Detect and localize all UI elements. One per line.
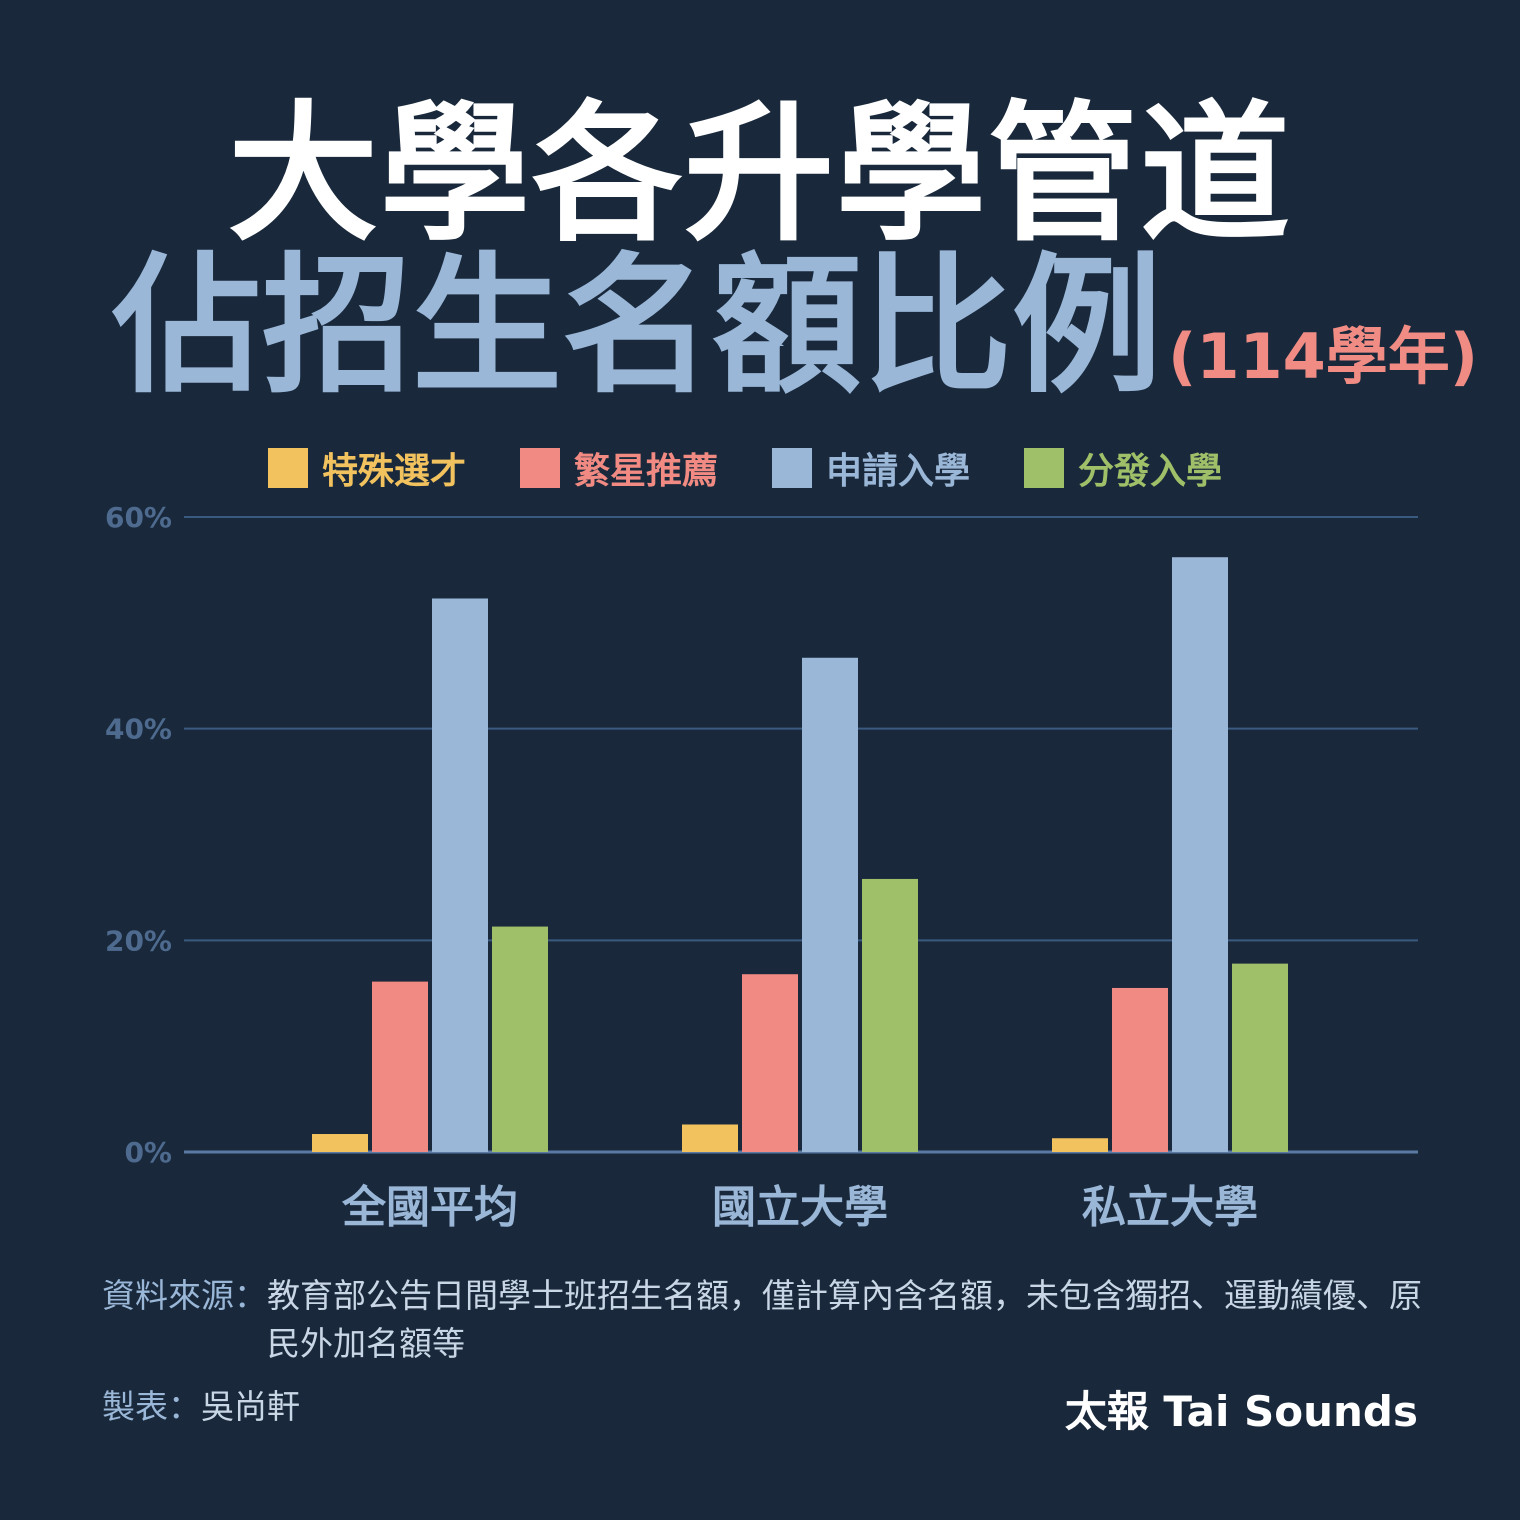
legend-swatch: [772, 448, 813, 488]
y-tick-label: 20%: [105, 924, 172, 957]
maker-credit: 製表：吳尚軒: [102, 1380, 300, 1428]
y-tick-label: 0%: [124, 1136, 172, 1169]
bar: [372, 981, 428, 1152]
legend-label: 申請入學: [826, 451, 971, 492]
bar: [1052, 1138, 1108, 1152]
legend-item-distribution: 分發入學: [1024, 442, 1222, 494]
brand-logo: 太報 Tai Sounds: [1064, 1387, 1418, 1436]
legend-item-apply: 申請入學: [772, 442, 970, 494]
source-note: 資料來源： 教育部公告日間學士班招生名額，僅計算內含名額，未包含獨招、運動績優、…: [102, 1272, 1432, 1368]
legend-swatch: [1024, 448, 1065, 488]
legend-item-star: 繁星推薦: [520, 442, 718, 494]
x-category-label: 國立大學: [712, 1182, 888, 1233]
chart-subtitle-text: 佔招生名額比例: [112, 240, 1163, 414]
bar-chart: 0% 20% 40% 60% 全國平均 國立大學 私立大學: [105, 501, 1418, 1233]
legend: 特殊選才 繁星推薦 申請入學 分發入學: [268, 446, 1276, 492]
legend-swatch: [520, 448, 561, 488]
legend-label: 特殊選才: [322, 451, 467, 492]
legend-label: 繁星推薦: [574, 451, 719, 492]
chart-title: 大學各升學管道: [227, 88, 1292, 262]
bar: [742, 974, 798, 1152]
y-tick-label: 40%: [105, 713, 172, 746]
bar: [1112, 987, 1168, 1152]
bar: [862, 878, 918, 1152]
bar: [492, 926, 548, 1152]
y-tick-label: 60%: [105, 501, 172, 534]
bar: [1232, 963, 1288, 1152]
bar: [682, 1124, 738, 1152]
source-label: 資料來源：: [102, 1276, 267, 1315]
source-text: 教育部公告日間學士班招生名額，僅計算內含名額，未包含獨招、運動績優、原民外加名額…: [267, 1276, 1422, 1363]
x-category-label: 全國平均: [341, 1182, 518, 1233]
bar: [802, 657, 858, 1152]
x-category-label: 私立大學: [1082, 1182, 1258, 1233]
legend-swatch: [268, 448, 308, 488]
chart-year: (114學年): [1168, 320, 1479, 393]
bar: [1172, 557, 1228, 1152]
chart-subtitle: 佔招生名額比例(114學年): [112, 252, 1478, 402]
maker-label: 製表：: [102, 1387, 201, 1426]
legend-item-special: 特殊選才: [268, 442, 466, 494]
bar: [312, 1134, 368, 1152]
bar: [432, 598, 488, 1152]
maker-name: 吳尚軒: [201, 1387, 300, 1426]
legend-label: 分發入學: [1078, 451, 1223, 492]
